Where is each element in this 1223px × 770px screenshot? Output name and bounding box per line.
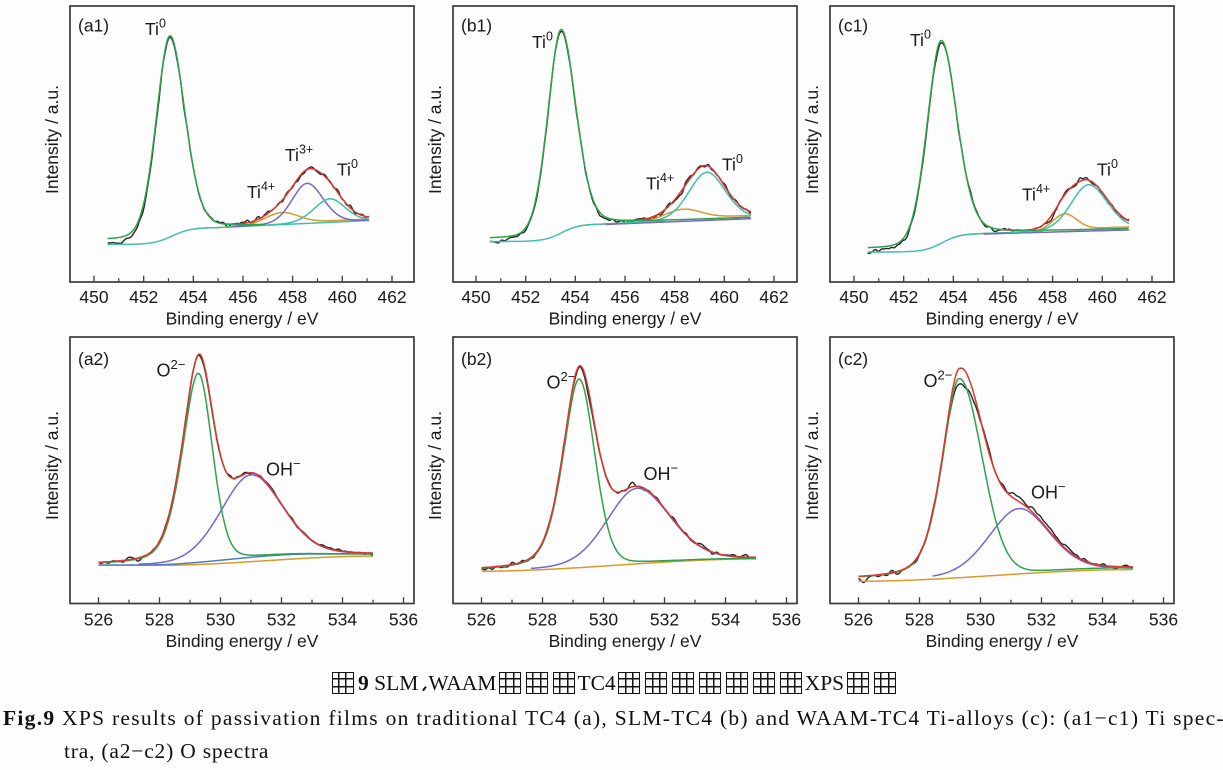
- svg-text:Binding energy / eV: Binding energy / eV: [166, 631, 319, 651]
- svg-text:Intensity / a.u.: Intensity / a.u.: [802, 85, 822, 194]
- svg-text:450: 450: [839, 287, 868, 307]
- svg-text:450: 450: [461, 287, 490, 307]
- svg-text:Ti0: Ti0: [910, 28, 931, 51]
- svg-text:534: 534: [1088, 610, 1117, 630]
- svg-text:460: 460: [710, 287, 739, 307]
- svg-text:456: 456: [988, 287, 1017, 307]
- svg-text:530: 530: [206, 610, 235, 630]
- svg-text:Intensity / a.u.: Intensity / a.u.: [425, 85, 445, 194]
- svg-text:O2−: O2−: [157, 357, 186, 381]
- svg-text:Binding energy / eV: Binding energy / eV: [926, 309, 1079, 329]
- svg-text:Binding energy / eV: Binding energy / eV: [926, 631, 1079, 651]
- svg-text:526: 526: [844, 610, 873, 630]
- svg-text:458: 458: [660, 287, 689, 307]
- svg-text:Binding energy / eV: Binding energy / eV: [549, 631, 702, 651]
- svg-text:458: 458: [278, 287, 307, 307]
- svg-text:Intensity / a.u.: Intensity / a.u.: [42, 85, 62, 194]
- svg-text:O2−: O2−: [547, 369, 576, 393]
- svg-text:532: 532: [1027, 610, 1056, 630]
- svg-text:(c1): (c1): [838, 16, 868, 36]
- svg-text:462: 462: [759, 287, 788, 307]
- svg-text:526: 526: [467, 610, 496, 630]
- svg-text:Intensity / a.u.: Intensity / a.u.: [42, 411, 62, 520]
- svg-text:450: 450: [79, 287, 108, 307]
- svg-text:528: 528: [145, 610, 174, 630]
- svg-text:456: 456: [228, 287, 257, 307]
- svg-text:Ti0: Ti0: [337, 157, 358, 180]
- svg-text:Ti4+: Ti4+: [1022, 182, 1050, 205]
- svg-text:OH−: OH−: [1031, 479, 1066, 503]
- svg-text:Ti4+: Ti4+: [247, 180, 275, 203]
- svg-text:460: 460: [328, 287, 357, 307]
- svg-text:OH−: OH−: [644, 461, 679, 485]
- svg-text:534: 534: [328, 610, 357, 630]
- svg-text:452: 452: [889, 287, 918, 307]
- svg-text:534: 534: [711, 610, 740, 630]
- svg-text:452: 452: [511, 287, 540, 307]
- svg-text:Ti3+: Ti3+: [285, 143, 313, 166]
- svg-text:(b2): (b2): [461, 349, 492, 369]
- svg-text:462: 462: [377, 287, 406, 307]
- svg-text:454: 454: [939, 287, 968, 307]
- svg-text:Ti4+: Ti4+: [646, 171, 674, 194]
- svg-text:462: 462: [1137, 287, 1166, 307]
- svg-text:460: 460: [1088, 287, 1117, 307]
- svg-text:Ti0: Ti0: [1097, 157, 1118, 180]
- svg-text:OH−: OH−: [266, 456, 301, 480]
- svg-text:Intensity / a.u.: Intensity / a.u.: [802, 411, 822, 520]
- svg-text:536: 536: [1149, 610, 1178, 630]
- svg-text:532: 532: [650, 610, 679, 630]
- svg-text:456: 456: [610, 287, 639, 307]
- svg-text:(a1): (a1): [78, 16, 109, 36]
- svg-text:536: 536: [389, 610, 418, 630]
- svg-text:(c2): (c2): [838, 349, 868, 369]
- svg-text:452: 452: [129, 287, 158, 307]
- svg-text:(a2): (a2): [78, 349, 109, 369]
- svg-text:Ti0: Ti0: [722, 152, 743, 175]
- svg-text:454: 454: [561, 287, 590, 307]
- svg-text:532: 532: [267, 610, 296, 630]
- svg-text:O2−: O2−: [924, 368, 953, 392]
- svg-text:530: 530: [589, 610, 618, 630]
- svg-text:528: 528: [905, 610, 934, 630]
- svg-text:458: 458: [1038, 287, 1067, 307]
- svg-text:536: 536: [772, 610, 801, 630]
- svg-text:454: 454: [179, 287, 208, 307]
- svg-text:Binding energy / eV: Binding energy / eV: [166, 309, 319, 329]
- svg-text:Ti0: Ti0: [145, 17, 166, 40]
- svg-text:528: 528: [528, 610, 557, 630]
- svg-text:530: 530: [966, 610, 995, 630]
- svg-text:(b1): (b1): [461, 16, 492, 36]
- svg-text:Ti0: Ti0: [532, 30, 553, 53]
- svg-text:Binding energy / eV: Binding energy / eV: [549, 309, 702, 329]
- svg-text:Intensity / a.u.: Intensity / a.u.: [425, 411, 445, 520]
- svg-text:526: 526: [84, 610, 113, 630]
